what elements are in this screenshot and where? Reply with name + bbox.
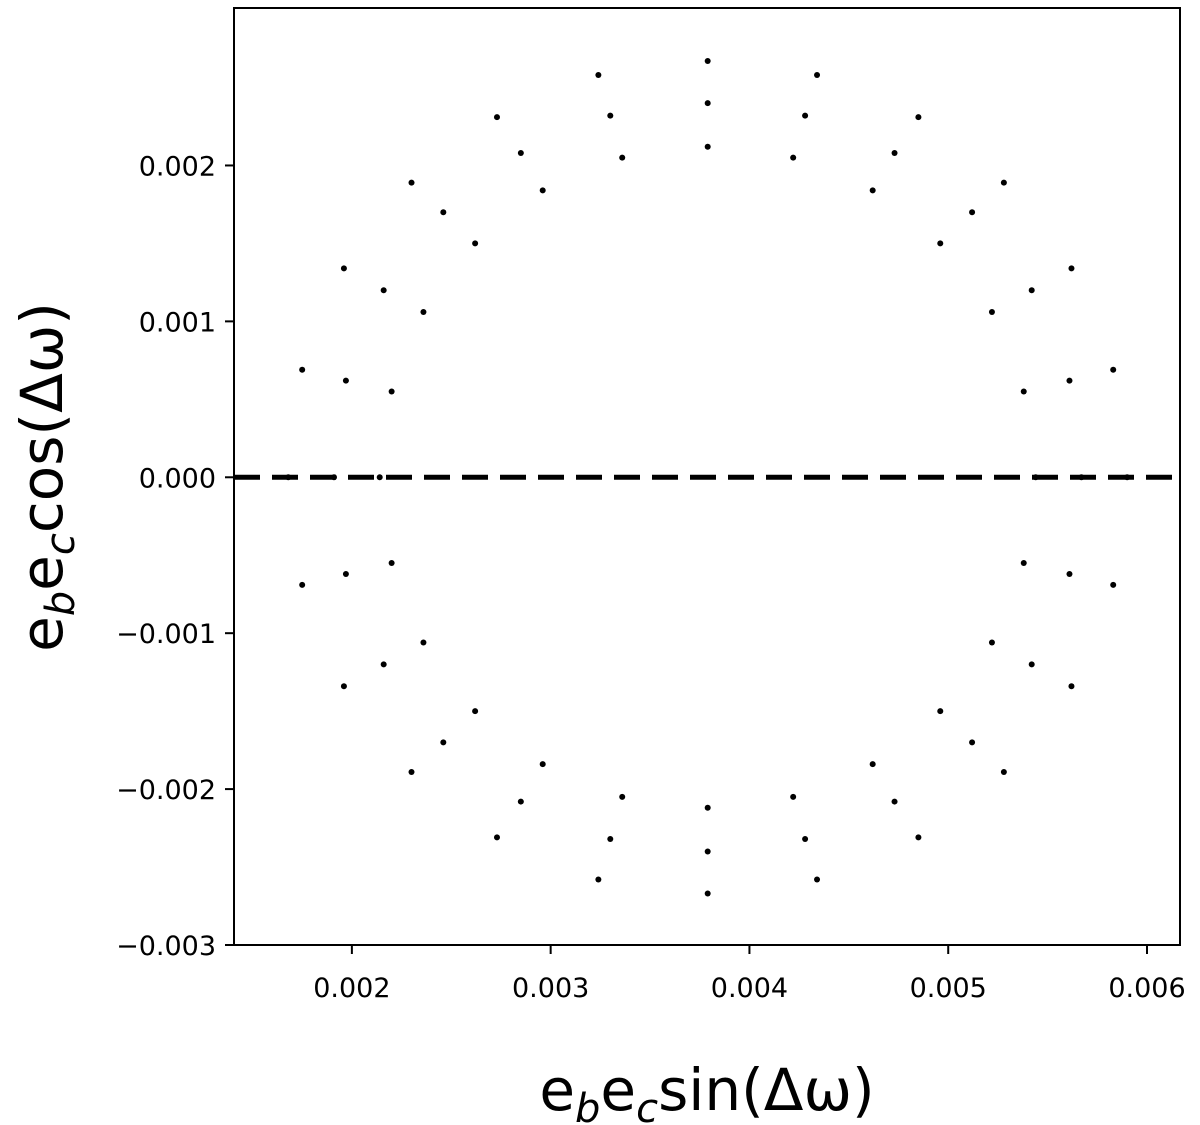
scatter-point	[814, 876, 821, 883]
scatter-point	[607, 835, 614, 842]
y-axis-label: ebeccos(Δω)	[8, 302, 84, 652]
scatter-point	[1110, 581, 1117, 588]
scatter-point	[340, 683, 347, 690]
scatter-point	[299, 366, 306, 373]
label-part: e	[539, 1056, 575, 1124]
scatter-point	[969, 209, 976, 216]
y-tick-label: 0.000	[139, 463, 216, 494]
scatter-point	[472, 240, 479, 247]
scatter-point	[607, 112, 614, 119]
scatter-point	[1028, 661, 1035, 668]
scatter-point	[988, 309, 995, 316]
scatter-point	[1000, 179, 1007, 186]
scatter-point	[376, 474, 383, 481]
scatter-point	[380, 661, 387, 668]
scatter-point	[915, 834, 922, 841]
scatter-point	[517, 149, 524, 156]
scatter-point	[869, 761, 876, 768]
scatter-point	[420, 309, 427, 316]
label-sub: c	[38, 533, 84, 555]
scatter-point	[937, 708, 944, 715]
scatter-point	[388, 388, 395, 395]
scatter-point	[1020, 560, 1027, 567]
scatter-point	[1066, 377, 1073, 384]
scatter-point	[388, 560, 395, 567]
scatter-point	[704, 100, 711, 107]
scatter-point	[1066, 570, 1073, 577]
label-part: e	[600, 1056, 636, 1124]
label-part: cos(Δω)	[8, 302, 76, 533]
scatter-point	[937, 240, 944, 247]
x-axis-label: ebecsin(Δω)	[539, 1056, 874, 1125]
scatter-point	[802, 835, 809, 842]
scatter-point	[704, 890, 711, 897]
scatter-point	[408, 179, 415, 186]
scatter-point	[891, 149, 898, 156]
scatter-point	[1068, 265, 1075, 272]
x-tick-label: 0.003	[512, 973, 589, 1004]
scatter-point	[342, 570, 349, 577]
y-tick-label: −0.003	[116, 931, 216, 962]
scatter-point	[704, 58, 711, 65]
scatter-point	[704, 848, 711, 855]
scatter-point	[493, 834, 500, 841]
scatter-point	[1028, 287, 1035, 294]
scatter-point	[790, 154, 797, 161]
label-part: e	[8, 616, 76, 652]
scatter-point	[440, 739, 447, 746]
scatter-point	[790, 793, 797, 800]
scatter-point	[595, 72, 602, 79]
label-sub: b	[575, 1086, 600, 1125]
scatter-point	[539, 187, 546, 194]
scatter-point	[472, 708, 479, 715]
x-tick-label: 0.006	[1108, 973, 1185, 1004]
scatter-point	[988, 639, 995, 646]
scatter-point	[539, 761, 546, 768]
scatter-point	[340, 265, 347, 272]
x-tick-label: 0.002	[313, 973, 390, 1004]
scatter-point	[440, 209, 447, 216]
scatter-point	[704, 804, 711, 811]
scatter-point	[1020, 388, 1027, 395]
scatter-point	[969, 739, 976, 746]
scatter-point	[380, 287, 387, 294]
scatter-point	[595, 876, 602, 883]
y-tick-label: 0.002	[139, 151, 216, 182]
scatter-point	[1110, 366, 1117, 373]
label-part: e	[8, 555, 76, 591]
scatter-point	[869, 187, 876, 194]
scatter-point	[517, 798, 524, 805]
x-tick-label: 0.005	[910, 973, 987, 1004]
scatter-point	[704, 143, 711, 150]
label-sub: c	[636, 1086, 658, 1125]
y-tick-label: −0.002	[116, 775, 216, 806]
plot-frame	[233, 7, 1181, 946]
scatter-point	[299, 581, 306, 588]
x-tick-label: 0.004	[711, 973, 788, 1004]
y-tick-label: 0.001	[139, 307, 216, 338]
scatter-point	[420, 639, 427, 646]
scatter-point	[1068, 683, 1075, 690]
scatter-point	[619, 793, 626, 800]
scatter-point	[493, 114, 500, 121]
y-tick-label: −0.001	[116, 619, 216, 650]
scatter-point	[619, 154, 626, 161]
label-sub: b	[38, 591, 84, 616]
scatter-point	[1000, 768, 1007, 775]
scatter-point	[802, 112, 809, 119]
scatter-point	[408, 768, 415, 775]
scatter-point	[891, 798, 898, 805]
label-part: sin(Δω)	[658, 1056, 875, 1124]
scatter-point	[915, 114, 922, 121]
scatter-point	[814, 72, 821, 79]
scatter-point	[342, 377, 349, 384]
